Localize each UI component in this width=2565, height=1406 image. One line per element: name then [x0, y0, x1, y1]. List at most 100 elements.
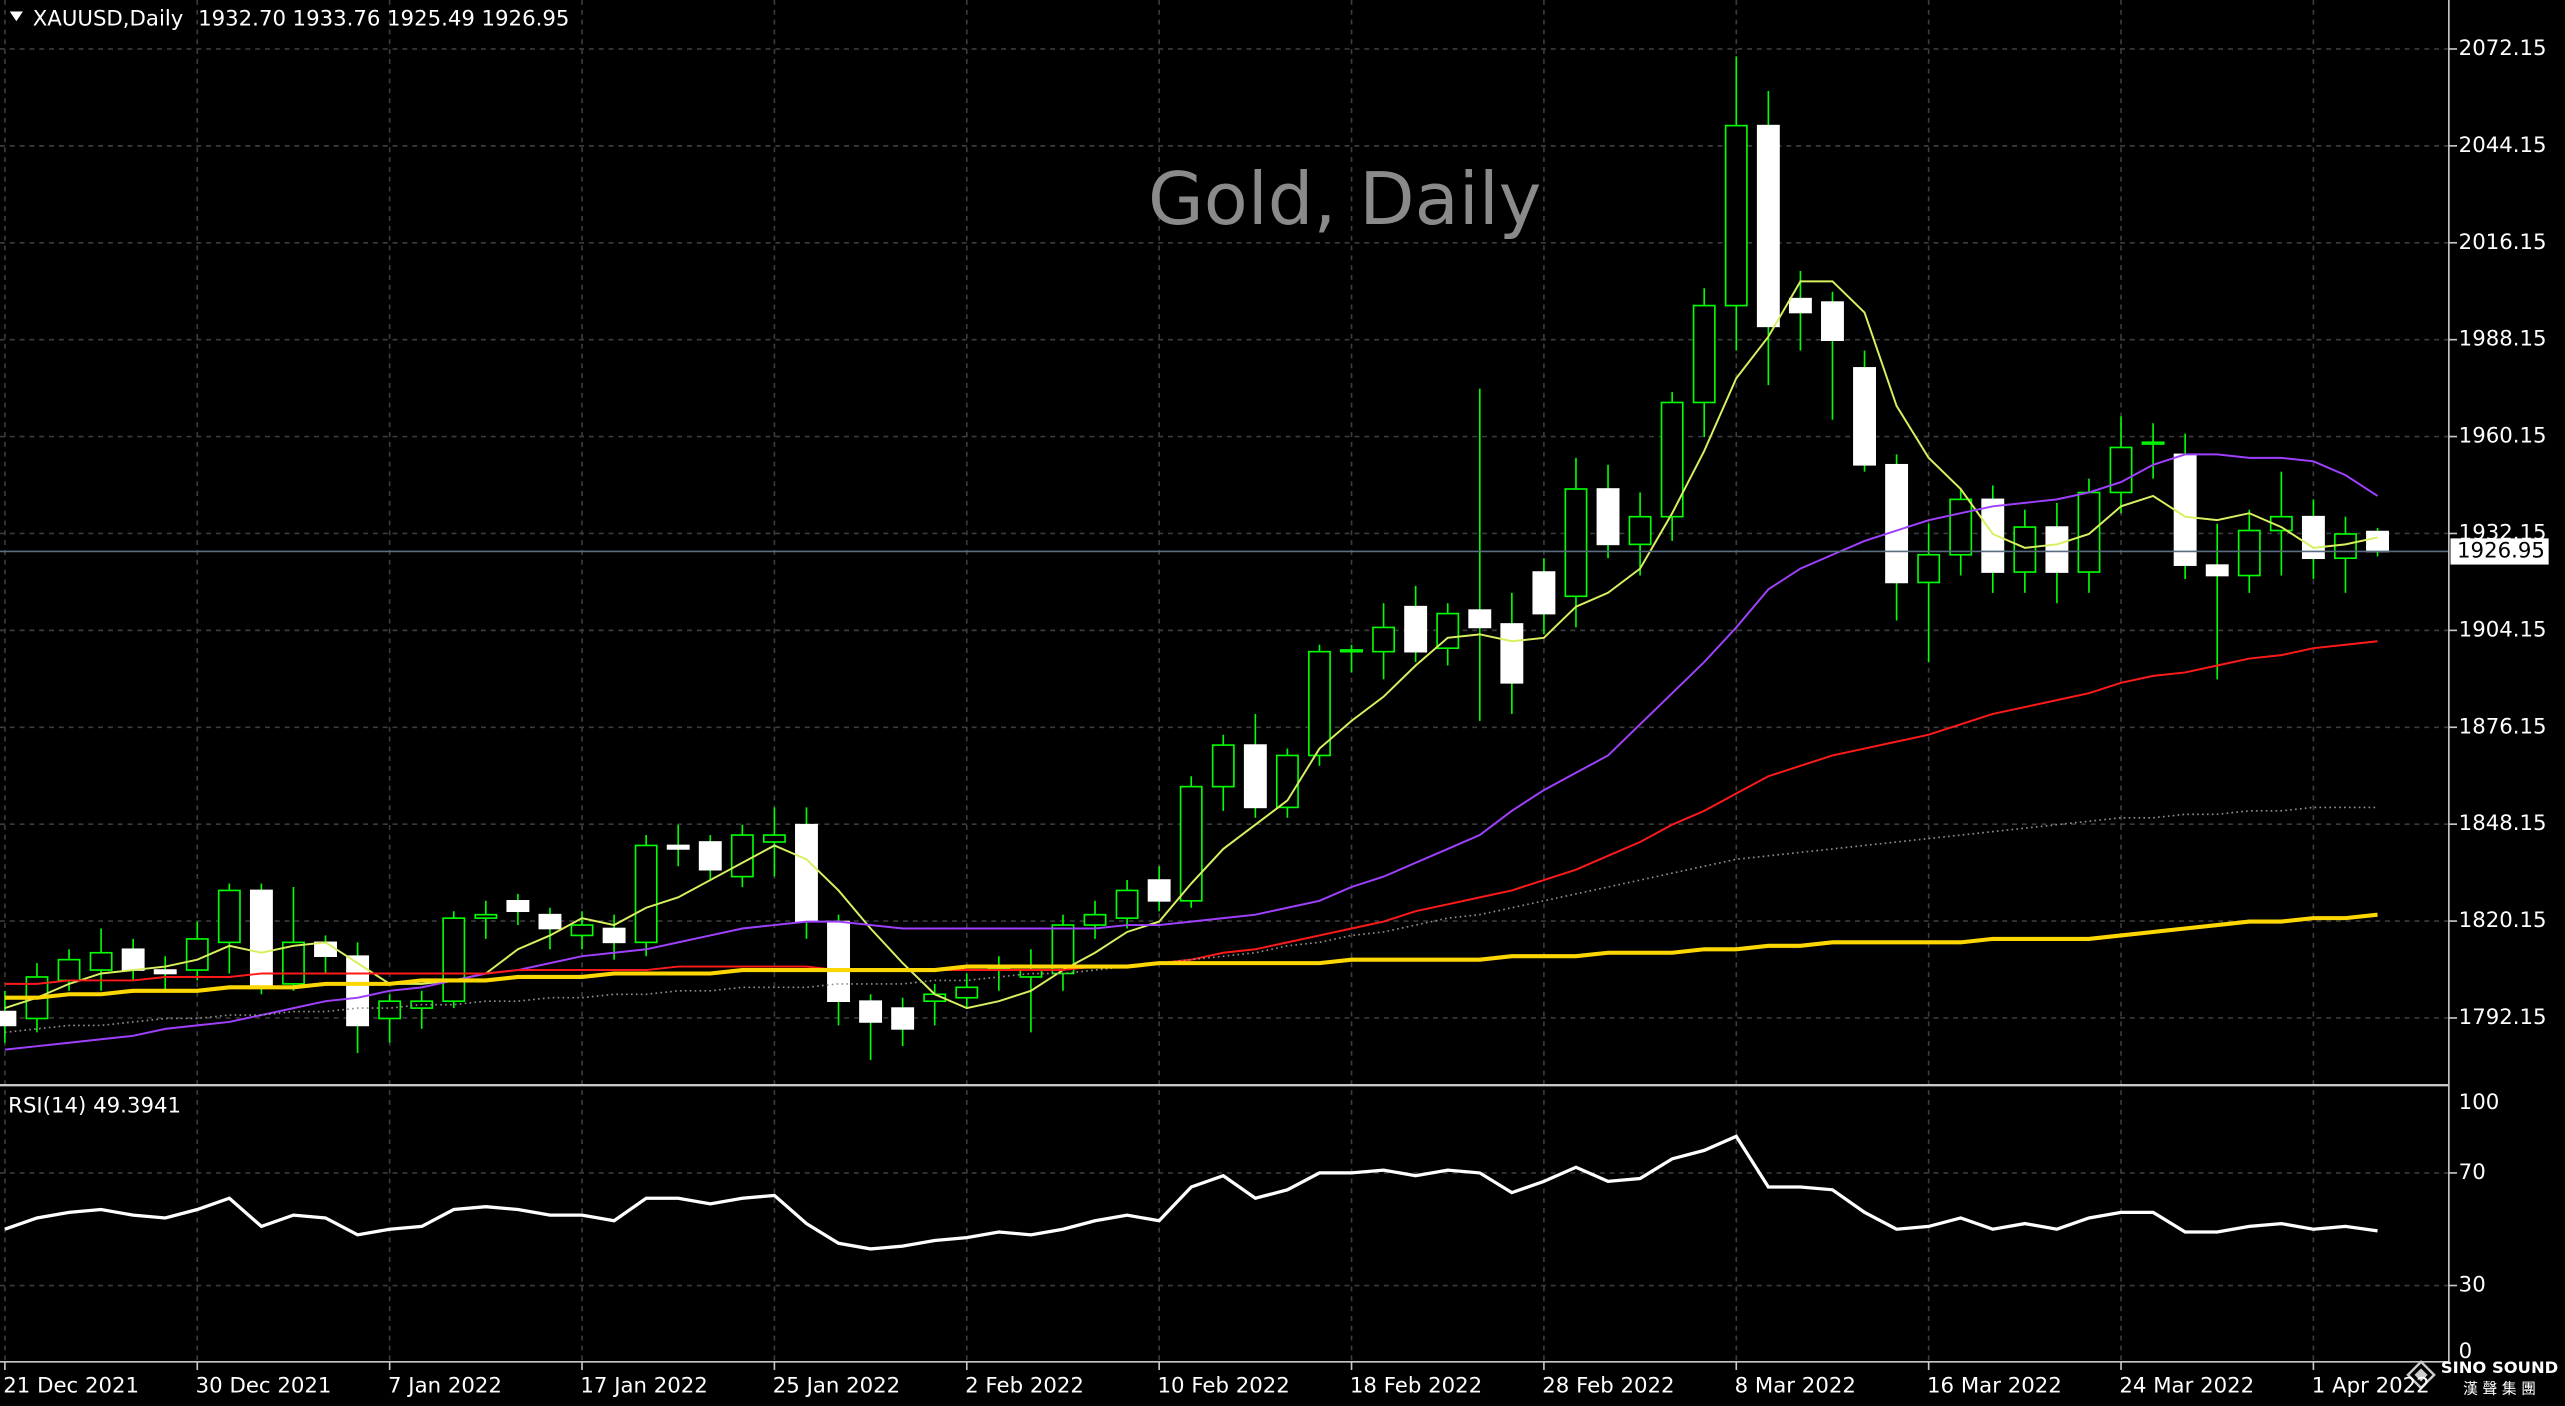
chart-title: Gold, Daily	[1148, 157, 1541, 241]
candle-body	[1372, 626, 1396, 653]
candle-body	[1596, 488, 1620, 546]
y-tick-label: 1904.15	[2459, 617, 2547, 642]
ohlc-value: 1933.76	[293, 7, 381, 32]
candle-body	[1404, 605, 1428, 653]
candle-body	[474, 913, 498, 919]
logo-icon	[2406, 1360, 2436, 1390]
ohlc-value: 1932.70	[198, 7, 286, 32]
candle-body	[153, 969, 177, 975]
menu-arrow[interactable]	[9, 11, 23, 22]
candle-body	[1532, 571, 1556, 615]
x-tick-label: 18 Feb 2022	[1350, 1373, 1482, 1398]
watermark: SINO SOUND	[2441, 1358, 2558, 1377]
candle-body	[634, 844, 658, 944]
candle-body	[1500, 623, 1524, 684]
x-tick-label: 24 Mar 2022	[2119, 1373, 2254, 1398]
candle-body	[2013, 526, 2037, 573]
candle-body	[955, 986, 979, 999]
candle-body	[0, 1010, 17, 1027]
candle-body	[1628, 515, 1652, 546]
logo	[2406, 1360, 2436, 1390]
y-tick-label: 2044.15	[2459, 133, 2547, 158]
y-tick-label: 1988.15	[2459, 327, 2547, 352]
candle-body	[1756, 124, 1780, 328]
candle-body	[859, 1000, 883, 1023]
candle-body	[1564, 488, 1588, 598]
candle-body	[1692, 304, 1716, 404]
candle-body	[1724, 124, 1748, 307]
candle-body	[1821, 301, 1844, 342]
watermark-sub: 漢 聲 集 團	[2463, 1381, 2536, 1398]
y-tick-label: 2016.15	[2459, 230, 2547, 255]
candle-body	[217, 889, 241, 944]
candle-body	[2205, 564, 2229, 577]
symbol: XAUUSD,Daily	[33, 7, 184, 32]
y-tick-label: 1960.15	[2459, 424, 2547, 449]
ohlc-value: 1925.49	[387, 7, 475, 32]
candle-body	[2173, 453, 2197, 566]
plot-layer	[0, 0, 2449, 1362]
candle-body	[2366, 530, 2389, 553]
candle-body	[2141, 441, 2165, 445]
candle-body	[1243, 744, 1267, 809]
candle-body	[795, 823, 818, 923]
logo-icon-inner	[2414, 1368, 2428, 1382]
y-tick-label: 1820.15	[2459, 908, 2547, 933]
candle-body	[346, 955, 370, 1027]
x-tick-label: 28 Feb 2022	[1542, 1373, 1674, 1398]
candle-body	[602, 927, 626, 944]
candle-body	[1468, 609, 1492, 629]
candle-body	[2077, 491, 2101, 573]
header: XAUUSD,Daily 1932.70 1933.76 1925.49 1926.95	[33, 7, 570, 32]
candle-body	[1147, 879, 1171, 902]
x-tick-label: 30 Dec 2021	[196, 1373, 332, 1398]
candle-body	[2237, 529, 2261, 577]
candle-body	[730, 834, 754, 878]
x-tick-label: 10 Feb 2022	[1158, 1373, 1290, 1398]
candle-body	[1917, 553, 1941, 584]
candle-body	[314, 941, 337, 958]
candle-body	[1115, 889, 1139, 919]
x-tick-label: 21 Dec 2021	[3, 1373, 139, 1398]
candle-body	[89, 951, 113, 971]
candle-body	[1436, 612, 1460, 650]
candle-body	[1949, 498, 1973, 556]
candle-body	[666, 844, 690, 850]
x-tick-label: 1 Apr 2022	[2312, 1373, 2430, 1398]
y-tick-label: 1792.15	[2459, 1005, 2547, 1030]
last-price-label: 1926.95	[2457, 538, 2545, 563]
candle-body	[2109, 446, 2133, 494]
candle-body	[378, 1000, 402, 1020]
candle-body	[827, 920, 850, 1003]
ohlc-value: 1926.95	[481, 7, 569, 32]
candle-body	[1981, 498, 2005, 573]
rsi-line	[4, 1134, 2378, 1251]
x-tick-label: 17 Jan 2022	[580, 1373, 707, 1398]
candle-body	[442, 917, 466, 1003]
y-tick-label: 100	[2459, 1090, 2500, 1115]
candle-body	[2269, 515, 2293, 532]
y-tick-label: 1848.15	[2459, 811, 2547, 836]
x-tick-label: 8 Mar 2022	[1735, 1373, 1856, 1398]
candle-body	[891, 1007, 915, 1030]
y-tick-label: 0	[2459, 1339, 2473, 1364]
candle-body	[57, 958, 81, 982]
candle-body	[762, 834, 786, 843]
moving-average	[4, 912, 2378, 1000]
candle-body	[121, 948, 145, 971]
x-tick-label: 7 Jan 2022	[388, 1373, 502, 1398]
candle-body	[1083, 913, 1107, 926]
y-tick-label: 2072.15	[2459, 36, 2547, 61]
x-tick-label: 16 Mar 2022	[1927, 1373, 2062, 1398]
candle-body	[2045, 526, 2069, 573]
last-price-box	[2450, 538, 2549, 565]
y-tick-label: 1876.15	[2459, 714, 2547, 739]
candle-body	[1340, 649, 1363, 653]
candle-body	[1308, 650, 1331, 757]
candle-body	[698, 841, 722, 871]
moving-average	[4, 453, 2379, 1051]
candle-body	[185, 938, 209, 971]
moving-average	[4, 640, 2378, 985]
